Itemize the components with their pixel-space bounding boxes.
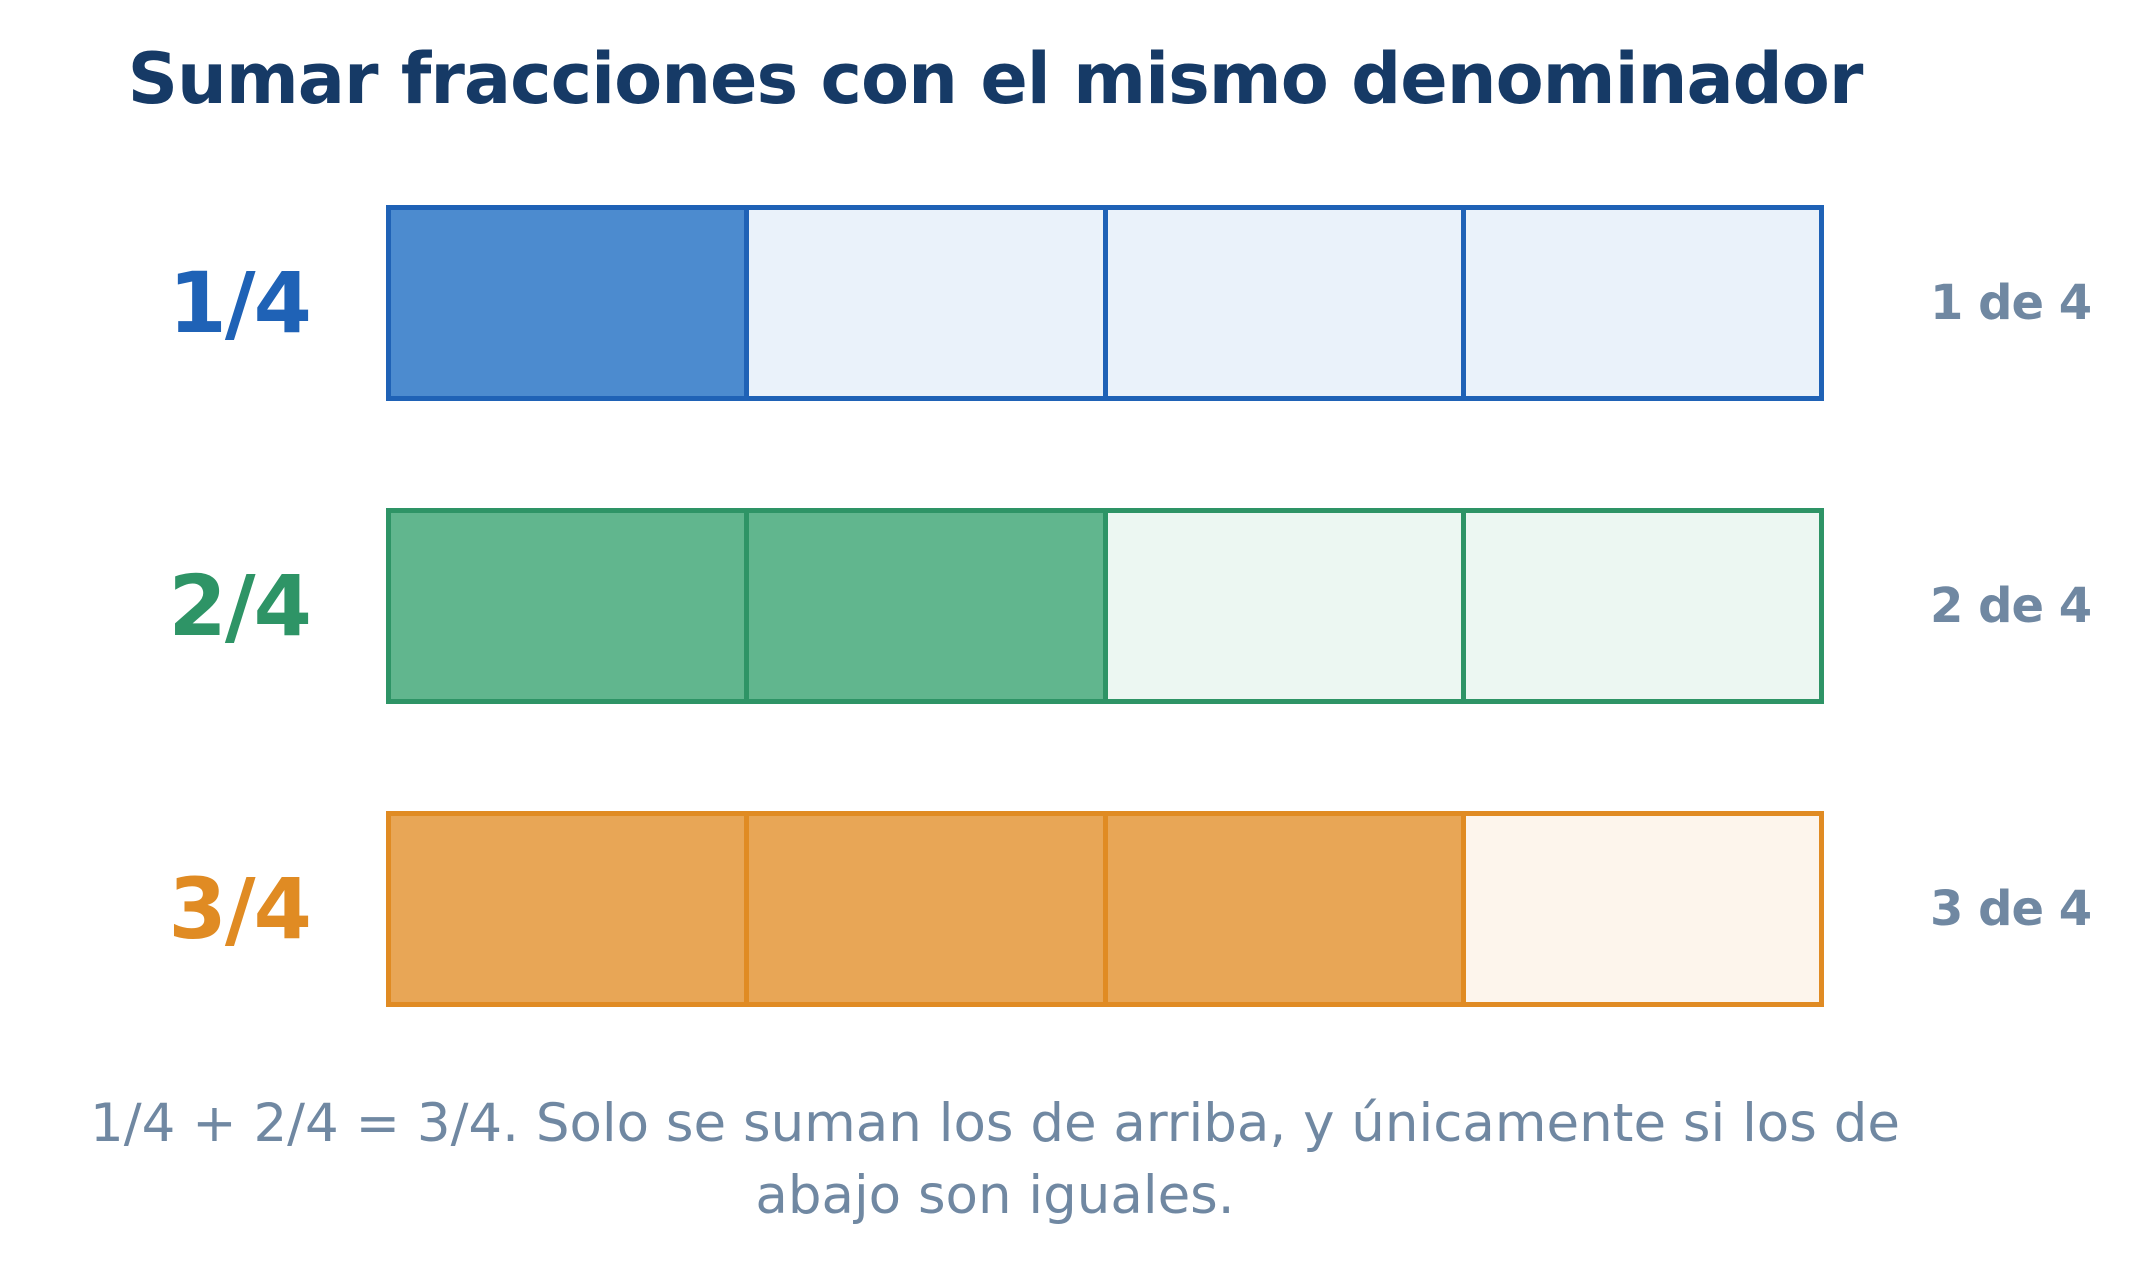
bar-segment-filled <box>391 210 745 396</box>
bar-segment-filled <box>744 513 1103 699</box>
count-label: 1 de 4 <box>1930 275 2092 331</box>
caption-line: abajo son iguales. <box>755 1165 1235 1226</box>
fraction-row-three-quarters: 3/4 3 de 4 <box>0 811 2132 1007</box>
fraction-row-two-quarters: 2/4 2 de 4 <box>0 508 2132 704</box>
bar-segment-empty <box>1102 210 1461 396</box>
fraction-row-quarter: 1/4 1 de 4 <box>0 205 2132 401</box>
bar-segment-filled <box>391 816 745 1002</box>
caption-line: 1/4 + 2/4 = 3/4. Solo se suman los de ar… <box>90 1093 1900 1154</box>
explanation-caption: 1/4 + 2/4 = 3/4. Solo se suman los de ar… <box>0 1088 1990 1232</box>
bar-segment-filled <box>1102 816 1461 1002</box>
fraction-label: 2/4 <box>168 557 312 655</box>
bar-segment-empty <box>1460 816 1819 1002</box>
fraction-bar <box>386 205 1824 401</box>
bar-segment-empty <box>1460 210 1819 396</box>
fraction-bar <box>386 508 1824 704</box>
count-label: 3 de 4 <box>1930 881 2092 937</box>
bar-segment-filled <box>391 513 745 699</box>
bar-segment-empty <box>1460 513 1819 699</box>
count-label: 2 de 4 <box>1930 578 2092 634</box>
bar-segment-empty <box>1102 513 1461 699</box>
fraction-bar <box>386 811 1824 1007</box>
page-title: Sumar fracciones con el mismo denominado… <box>127 38 1864 120</box>
bar-segment-filled <box>744 816 1103 1002</box>
bar-segment-empty <box>744 210 1103 396</box>
fraction-label: 3/4 <box>168 860 312 958</box>
fraction-label: 1/4 <box>168 254 312 352</box>
